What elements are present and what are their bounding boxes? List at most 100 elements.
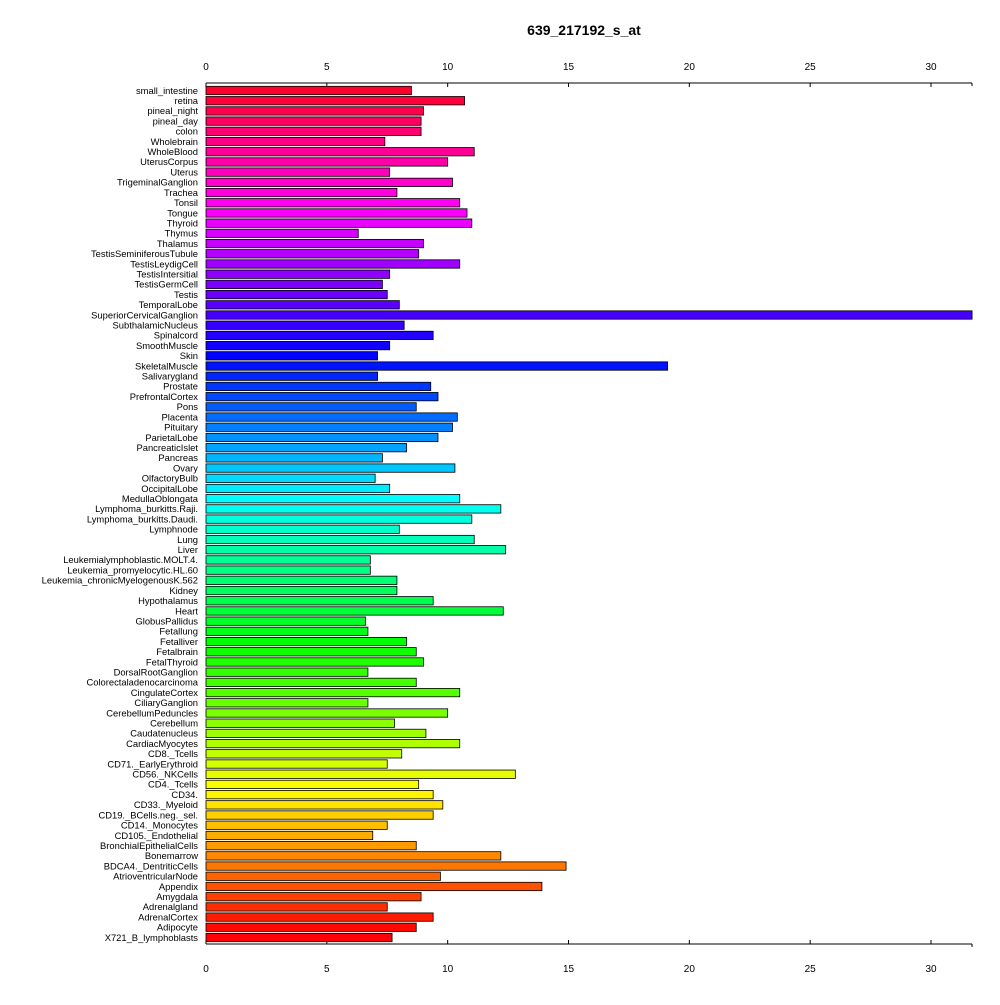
bar-4: [205, 126, 422, 136]
bar-52: [205, 616, 366, 626]
bottom-x-axis: 0 5 10 15 20 25 30: [203, 940, 973, 975]
tick-label: 5: [324, 964, 330, 975]
bar-27: [205, 361, 668, 371]
tick-label: 20: [684, 62, 696, 73]
bar-1: [205, 96, 465, 106]
bar-37: [205, 463, 456, 473]
category-label: Adrenalgland: [143, 901, 198, 912]
category-label: Leukemia_promyelocytic.HL.60: [67, 564, 198, 575]
tick-label: 0: [203, 964, 209, 975]
bar-48: [205, 575, 398, 585]
bar-11: [205, 198, 461, 208]
bar-2: [205, 106, 424, 116]
category-label: Testis: [174, 289, 198, 300]
category-label: CD71._EarlyErythroid: [107, 758, 198, 769]
tick-label: 0: [203, 62, 209, 73]
bars-group: [205, 85, 973, 943]
tick-label: 10: [442, 62, 454, 73]
category-label: FetalThyroid: [146, 656, 198, 667]
category-label: Bonemarrow: [145, 850, 198, 861]
bar-36: [205, 453, 383, 463]
category-label: UterusCorpus: [140, 156, 198, 167]
tick-label: 30: [925, 964, 937, 975]
category-label: Uterus: [170, 166, 198, 177]
category-label: Tongue: [167, 207, 198, 218]
bar-33: [205, 422, 453, 432]
category-label: Tonsil: [174, 197, 198, 208]
category-label: GlobusPallidus: [135, 615, 198, 626]
category-label: BronchialEpithelialCells: [100, 840, 198, 851]
bar-78: [205, 881, 543, 892]
category-label: TestisIntersitial: [137, 268, 198, 279]
category-label: Caudatenucleus: [130, 728, 198, 739]
category-label: Salivarygland: [142, 371, 198, 382]
category-label: Lung: [177, 534, 198, 545]
category-label: SkeletalMuscle: [135, 360, 198, 371]
bar-17: [205, 259, 461, 269]
bar-81: [205, 912, 434, 922]
category-label: Pituitary: [164, 422, 198, 433]
category-label: Skin: [180, 350, 198, 361]
tick-label: 15: [563, 62, 575, 73]
category-label: TrigeminalGanglion: [117, 177, 198, 188]
tick-label: 20: [684, 964, 696, 975]
category-label: Spinalcord: [154, 330, 198, 341]
bar-5: [205, 136, 386, 147]
bar-16: [205, 249, 420, 259]
bar-30: [205, 392, 439, 402]
category-label: OccipitalLobe: [141, 483, 198, 494]
category-label: TemporalLobe: [139, 299, 198, 310]
category-label: CerebellumPeduncles: [106, 707, 198, 718]
category-label: MedullaOblongata: [122, 493, 199, 504]
bar-21: [205, 300, 400, 310]
bar-38: [205, 473, 376, 483]
bar-54: [205, 636, 407, 647]
bar-26: [205, 351, 378, 361]
category-label: Lymphnode: [149, 524, 198, 535]
bar-42: [205, 514, 473, 524]
bar-19: [205, 279, 383, 289]
bar-53: [205, 626, 369, 636]
category-label: CD8._Tcells: [148, 748, 198, 759]
bar-34: [205, 432, 439, 443]
category-label: X721_B_lymphoblasts: [105, 932, 199, 943]
category-label: TestisGermCell: [134, 279, 198, 290]
tick-label: 25: [805, 62, 817, 73]
category-label: CD33._Myeloid: [134, 799, 198, 810]
bar-43: [205, 524, 400, 534]
bar-57: [205, 667, 369, 677]
category-label: Thalamus: [157, 238, 198, 249]
tick-label: 30: [925, 62, 937, 73]
bar-12: [205, 208, 468, 218]
tick-label: 15: [563, 964, 575, 975]
category-label: Fetalbrain: [156, 646, 198, 657]
bar-55: [205, 647, 417, 657]
bar-61: [205, 708, 449, 718]
bar-50: [205, 596, 434, 606]
category-label: Fetallung: [159, 626, 198, 637]
category-label: Leukemia_chronicMyelogenousK.562: [42, 575, 198, 586]
category-label: ParietalLobe: [145, 432, 198, 443]
bar-58: [205, 677, 417, 687]
bar-59: [205, 688, 461, 698]
bar-79: [205, 892, 422, 902]
category-label: Fetalliver: [160, 636, 198, 647]
bar-63: [205, 728, 427, 738]
bar-39: [205, 483, 391, 494]
bar-51: [205, 606, 504, 616]
category-label: WholeBlood: [147, 146, 198, 157]
category-label: colon: [176, 126, 198, 137]
category-label: CD34.: [171, 789, 198, 800]
bar-46: [205, 555, 371, 565]
bar-13: [205, 218, 473, 228]
bar-35: [205, 443, 407, 453]
bar-6: [205, 147, 475, 157]
category-label: CD56._NKCells: [132, 769, 198, 780]
tick-label: 10: [442, 964, 454, 975]
bar-40: [205, 494, 461, 504]
category-label: TestisLeydigCell: [130, 258, 198, 269]
category-label: DorsalRootGanglion: [114, 666, 198, 677]
category-label: SmoothMuscle: [136, 340, 198, 351]
